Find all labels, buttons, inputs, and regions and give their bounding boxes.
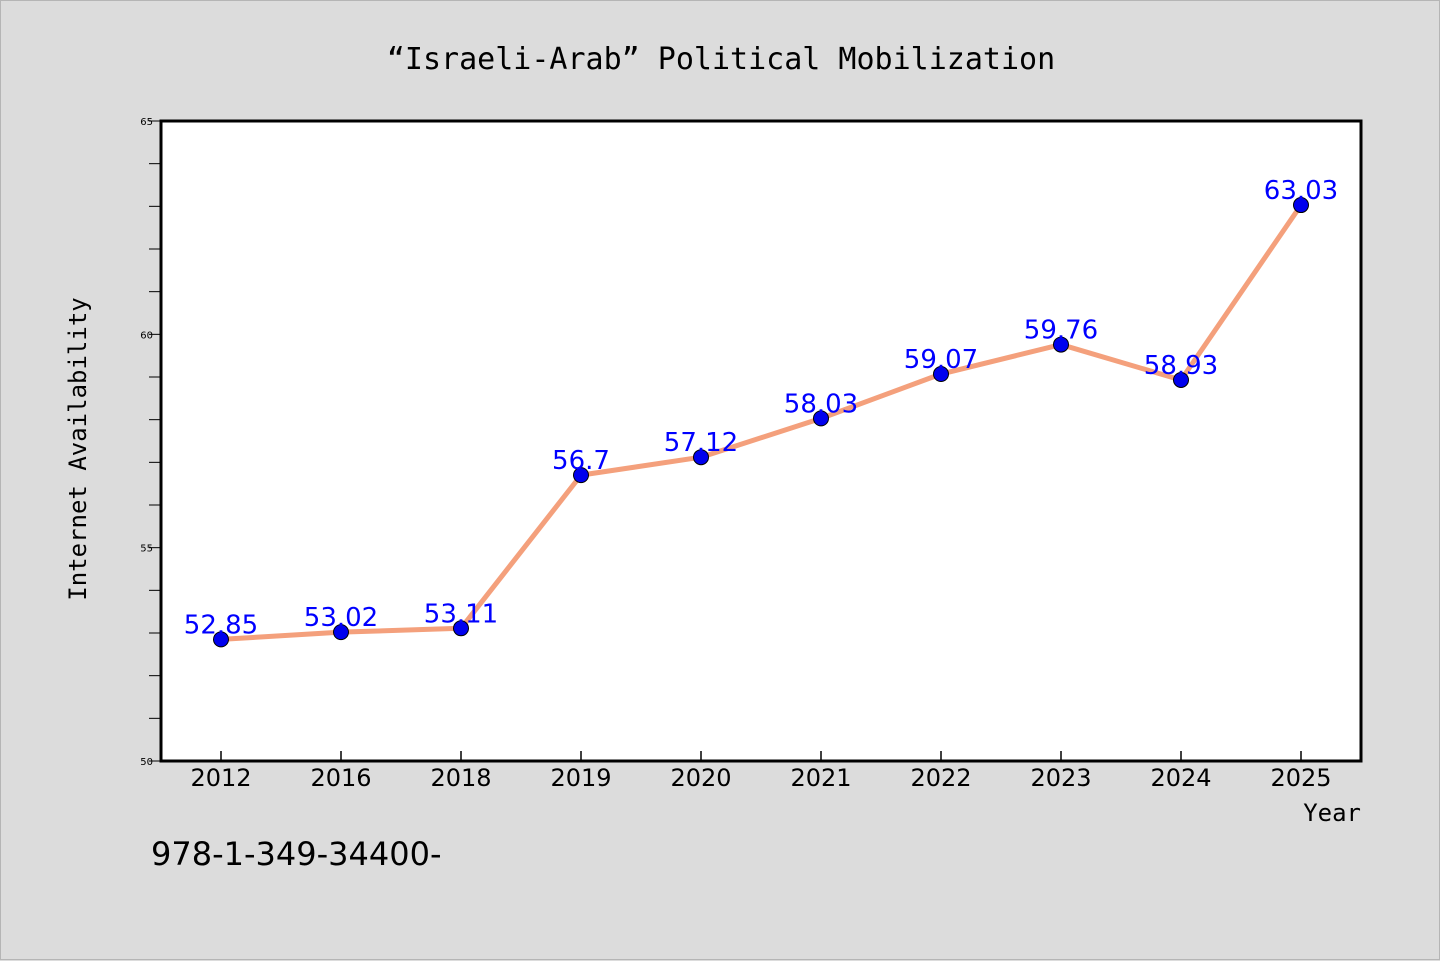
series-line (218, 202, 1304, 642)
data-label: 59.76 (1024, 316, 1098, 346)
x-tick-label: 2025 (1270, 764, 1331, 792)
chart-title: “Israeli-Arab” Political Mobilization (387, 42, 1055, 77)
y-tick-label: 50 (140, 757, 153, 768)
data-labels: 52.85 53.02 53.11 56.7 57.12 58.03 59.07 59.76 5… (184, 176, 1338, 640)
data-point (1173, 371, 1189, 388)
data-label: 52.85 (184, 610, 258, 640)
x-tick-label: 2019 (550, 764, 611, 792)
data-point (813, 410, 829, 427)
data-point (573, 467, 589, 484)
x-tick-label: 2020 (670, 764, 731, 792)
y-tick-label: 65 (140, 117, 153, 128)
y-axis-title: Internet Availability (64, 297, 92, 600)
data-label: 53.11 (424, 599, 498, 629)
plot-area (159, 119, 1363, 763)
data-label: 57.12 (664, 428, 738, 458)
series-line-layer (213, 197, 1309, 648)
data-label: 56.7 (552, 446, 610, 476)
data-label: 63.03 (1264, 176, 1338, 206)
x-tick-label: 2012 (190, 764, 251, 792)
x-tick-label: 2023 (1030, 764, 1091, 792)
data-point (333, 624, 349, 641)
x-tick-label: 2018 (430, 764, 491, 792)
y-tick-label: 55 (140, 544, 153, 555)
x-tick-label: 2021 (790, 764, 851, 792)
data-point (1053, 336, 1069, 353)
data-point (1293, 197, 1309, 214)
x-tick-label: 2016 (310, 764, 371, 792)
data-label: 58.03 (784, 389, 858, 419)
y-tick-label: 60 (140, 330, 153, 341)
x-tick-label: 2022 (910, 764, 971, 792)
data-label: 58.93 (1144, 351, 1218, 381)
data-point (453, 620, 469, 637)
y-axis: 50 55 60 65 (140, 117, 161, 768)
data-label: 53.02 (304, 603, 378, 633)
x-tick-label: 2024 (1150, 764, 1211, 792)
x-axis: 2012 2016 2018 2019 2020 2021 2022 2023 2024 2025 (190, 751, 1332, 792)
data-point (213, 631, 229, 648)
data-point (933, 366, 949, 383)
data-label: 59.07 (904, 345, 978, 375)
footer-isbn: 978-1-349-34400- (151, 835, 442, 873)
data-point (693, 449, 709, 466)
x-axis-title: Year (1303, 799, 1361, 827)
